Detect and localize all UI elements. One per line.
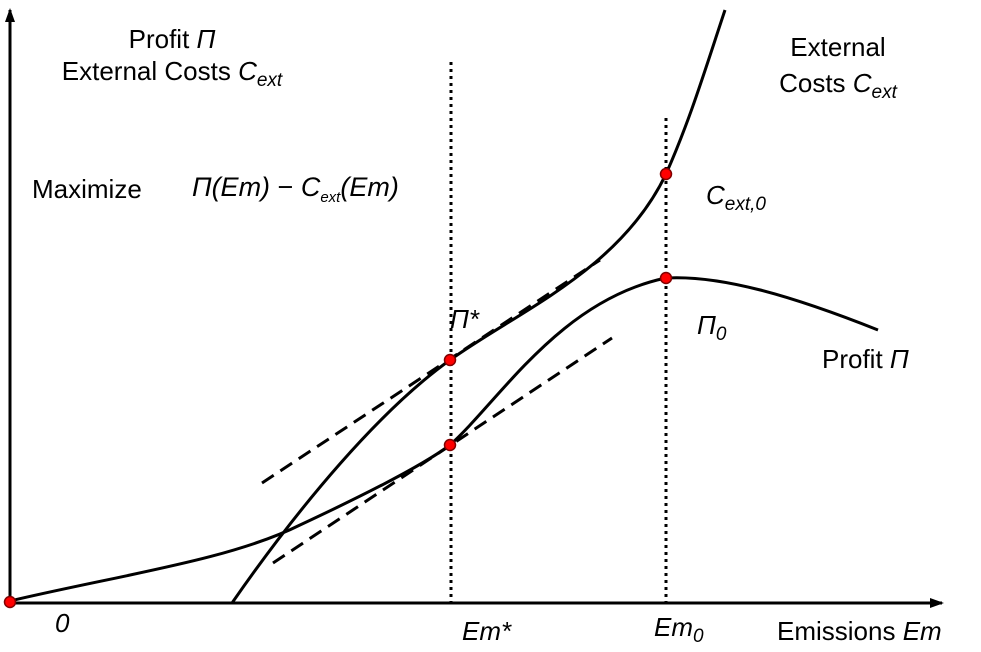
objective-formula-profit: Π(Em) [192,172,271,202]
objective-formula-cost: C [300,172,321,202]
profit-curve-label-text: Profit [822,344,890,374]
pi0-label-sub: 0 [715,324,727,345]
external-costs-curve-label-symbol: C [852,68,872,98]
objective-label: Maximize [32,174,142,204]
pi0-label: Π0 [697,310,726,350]
pi-star-label-text: Π* [450,304,479,334]
y-axis-label-costs-sub: ext [256,70,283,91]
em-star-label-text: Em* [462,616,512,646]
external-costs-curve-label-line2: Costs Cext [738,68,938,108]
profit-curve-label-symbol: Π [889,344,909,374]
cext0-label-sub: ext,0 [724,194,766,215]
y-axis-label-profit-text: Profit [128,24,197,54]
objective-formula-minus: − [270,172,301,202]
external-costs-curve [230,9,727,604]
y-axis-label-costs-text: External Costs [61,56,239,86]
objective-verb: Maximize [32,174,142,204]
y-axis-label-line2: External Costs Cext [22,56,322,96]
profit-curve-label: Profit Π [822,344,909,374]
em-star-label: Em* [462,616,511,646]
pi-star-label: Π* [450,304,479,334]
em0-label-sub: 0 [693,626,704,647]
cext0-point [659,167,673,181]
y-axis-label-profit-symbol: Π [196,24,216,54]
tangent-line-profit [272,336,613,565]
profit-point-at-em-star [443,438,457,452]
y-axis-label-line1: Profit Π [22,24,322,54]
x-axis-label: Emissions Em [777,616,942,646]
em0-label: Em0 [654,612,704,652]
objective-formula-tail: (Em) [340,172,399,202]
external-costs-curve-label-text: Costs [779,68,853,98]
em0-label-base: Em [654,612,693,642]
y-axis-label-costs-symbol: C [238,56,257,86]
cext0-label: Cext,0 [706,180,766,220]
origin-point [3,595,17,609]
pi0-label-base: Π [697,310,716,340]
pi0-point [659,271,673,285]
cext0-label-base: C [706,180,725,210]
external-costs-curve-label-line1: External [790,32,886,62]
external-cost-point-at-em-star [443,353,457,367]
origin-label-text: 0 [55,608,70,638]
origin-label: 0 [55,608,69,638]
x-axis-label-symbol: Em [902,616,942,646]
external-costs-curve-label: External Costs Cext [738,32,938,108]
external-costs-curve-label-sub: ext [871,82,897,103]
x-axis-label-text: Emissions [777,616,903,646]
tangent-line-external-costs [261,258,601,485]
objective-formula-cost-sub: ext [320,189,341,206]
profit-curve [9,276,879,603]
objective-formula: Π(Em) − Cext(Em) [192,172,399,213]
y-axis-label: Profit Π External Costs Cext [22,24,322,96]
